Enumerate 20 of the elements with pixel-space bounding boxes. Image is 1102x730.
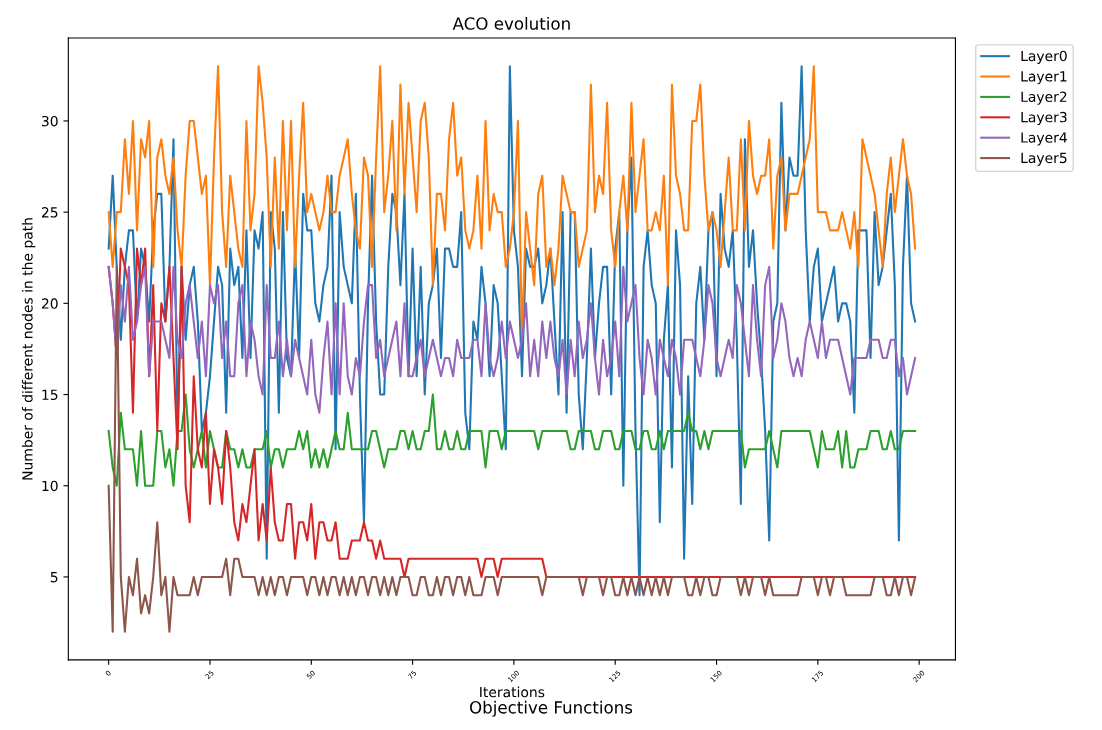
legend-label: Layer4 — [1021, 132, 1067, 146]
y-tick-label: 10 — [42, 480, 58, 492]
legend-label: Layer5 — [1021, 152, 1067, 166]
legend-label: Layer2 — [1021, 91, 1067, 105]
y-axis-title: Number of different nodes in the path — [21, 218, 36, 480]
line-series — [107, 65, 917, 597]
y-tick-label: 5 — [50, 572, 58, 583]
y-tick-label: 25 — [41, 207, 58, 218]
line-series — [107, 265, 917, 633]
x-axis-title: Iterations — [480, 686, 545, 698]
line-series — [107, 393, 917, 487]
y-tick-label: 15 — [42, 389, 58, 401]
text: Objective Functions — [469, 700, 633, 717]
y-tick-label: 20 — [41, 298, 58, 309]
legend-label: Layer3 — [1021, 111, 1067, 126]
legend-label: Layer1 — [1021, 71, 1067, 85]
y-tick-label: 30 — [41, 115, 58, 127]
line-series — [107, 265, 917, 414]
legend-label: Layer0 — [1021, 50, 1067, 64]
chart-title: ACO evolution — [452, 16, 570, 30]
